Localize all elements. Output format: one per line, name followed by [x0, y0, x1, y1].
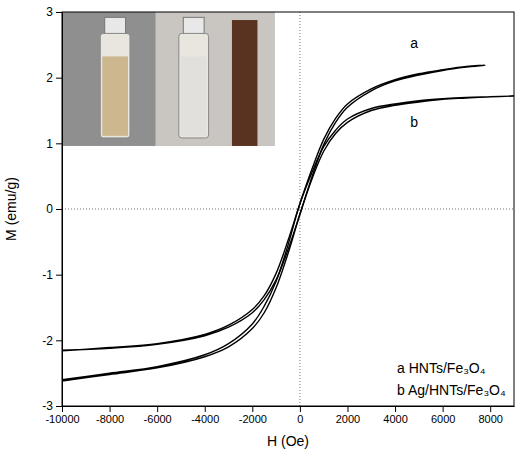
x-tick: 8000	[478, 406, 502, 425]
x-tick-label: 6000	[431, 413, 455, 425]
y-tick: 0	[46, 202, 62, 216]
x-tick-label: -4000	[191, 413, 219, 425]
x-tick-label: -8000	[96, 413, 124, 425]
annotation: b	[410, 114, 418, 130]
x-axis: -10000 -8000 -6000 -4000 -2000 0 2000 4000 6000 8…	[45, 406, 514, 425]
y-tick: -2	[42, 334, 62, 348]
y-tick: -1	[42, 268, 62, 282]
y-tick: 1	[46, 137, 62, 151]
y-tick: 2	[46, 71, 62, 85]
legend: a HNTs/Fe₃O₄ b Ag/HNTs/Fe₃O₄	[397, 360, 506, 398]
magnet	[232, 20, 257, 146]
x-tick-label: -2000	[239, 413, 267, 425]
y-axis: -3 -2 -1 0 1 2 3	[42, 5, 62, 413]
x-tick: -8000	[96, 406, 124, 425]
y-tick-mark	[56, 143, 62, 144]
y-tick-label: 3	[46, 5, 53, 19]
x-tick-mark	[205, 406, 206, 412]
legend-entry: b Ag/HNTs/Fe₃O₄	[397, 382, 506, 398]
vial-liquid	[181, 56, 207, 135]
lines	[62, 65, 514, 381]
plot-frame	[62, 12, 514, 406]
y-tick-label: 1	[46, 137, 53, 151]
vial	[100, 33, 130, 137]
y-tick: 3	[46, 5, 62, 19]
x-tick-label: -6000	[144, 413, 172, 425]
vial	[179, 33, 209, 137]
x-tick-mark	[395, 406, 396, 412]
x-tick-mark	[443, 406, 444, 412]
x-tick: 0	[297, 406, 303, 425]
x-tick: 4000	[383, 406, 407, 425]
y-tick-label: -2	[42, 334, 53, 348]
x-axis-title: H (Oe)	[267, 433, 309, 449]
x-tick: 6000	[431, 406, 455, 425]
x-tick-label: 8000	[478, 413, 502, 425]
annotation: a	[410, 35, 418, 51]
y-axis-title: M (emu/g)	[3, 177, 19, 241]
x-tick-mark	[347, 406, 348, 412]
inset-background	[155, 12, 274, 146]
y-tick-mark	[56, 275, 62, 276]
series-line	[62, 65, 485, 351]
x-tick-mark	[62, 406, 63, 412]
y-tick-label: -3	[42, 399, 53, 413]
x-tick: -2000	[239, 406, 267, 425]
x-tick-mark	[252, 406, 253, 412]
x-tick-label: -10000	[45, 413, 79, 425]
x-tick: -6000	[144, 406, 172, 425]
x-tick-label: 2000	[336, 413, 360, 425]
x-tick-mark	[300, 406, 301, 412]
y-tick-mark	[56, 406, 62, 407]
inset-background	[62, 12, 274, 146]
legend-entry: a HNTs/Fe₃O₄	[397, 360, 486, 376]
vial-liquid	[102, 56, 128, 135]
y-tick-label: -1	[42, 268, 53, 282]
zero-line	[62, 209, 514, 210]
x-tick: 2000	[336, 406, 360, 425]
inset-photo	[62, 12, 274, 146]
y-tick-mark	[56, 78, 62, 79]
chart: -10000 -8000 -6000 -4000 -2000 0 2000 4000 6000 8…	[0, 0, 532, 456]
x-tick-mark	[157, 406, 158, 412]
y-tick-mark	[56, 340, 62, 341]
plot: -10000 -8000 -6000 -4000 -2000 0 2000 4000 6000 8…	[42, 5, 514, 424]
x-tick-label: 4000	[383, 413, 407, 425]
x-tick-mark	[490, 406, 491, 412]
y-tick-label: 2	[46, 71, 53, 85]
y-tick-mark	[56, 12, 62, 13]
x-tick-label: 0	[297, 413, 303, 425]
zero-line	[299, 12, 300, 406]
series-line	[62, 96, 514, 381]
y-tick: -3	[42, 399, 62, 413]
x-tick-mark	[110, 406, 111, 412]
y-tick-mark	[56, 209, 62, 210]
x-tick: -4000	[191, 406, 219, 425]
y-tick-label: 0	[46, 202, 53, 216]
